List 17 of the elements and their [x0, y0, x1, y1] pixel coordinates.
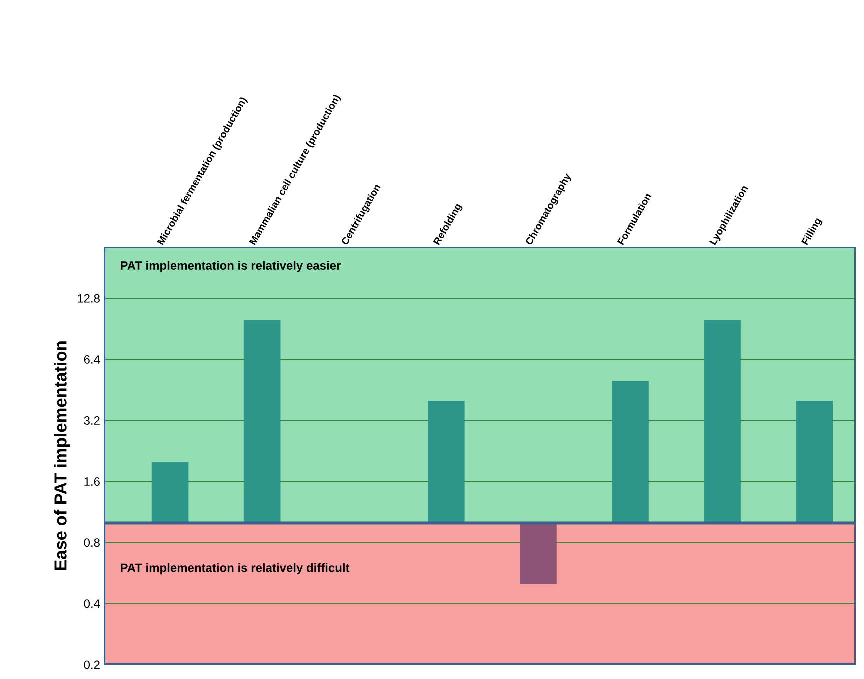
- bar: [612, 381, 649, 524]
- bar: [152, 462, 189, 524]
- y-tick-label: 0.8: [84, 538, 100, 548]
- bar: [796, 401, 833, 524]
- y-axis-title: Ease of PAT implementation: [54, 342, 70, 570]
- y-tick-label: 12.8: [78, 294, 100, 303]
- y-tick-label: 0.2: [84, 660, 100, 670]
- bar: [244, 320, 281, 524]
- bar: [520, 523, 557, 584]
- bar: [704, 320, 741, 524]
- bar: [428, 401, 465, 524]
- band-label: PAT implementation is relatively easier: [121, 261, 341, 272]
- y-tick-label: 1.6: [84, 478, 100, 486]
- y-tick-label: 6.4: [84, 355, 100, 364]
- y-tick-label: 0.4: [84, 600, 100, 608]
- y-tick-label: 3.2: [84, 416, 100, 425]
- band-label: PAT implementation is relatively difficult: [121, 563, 350, 575]
